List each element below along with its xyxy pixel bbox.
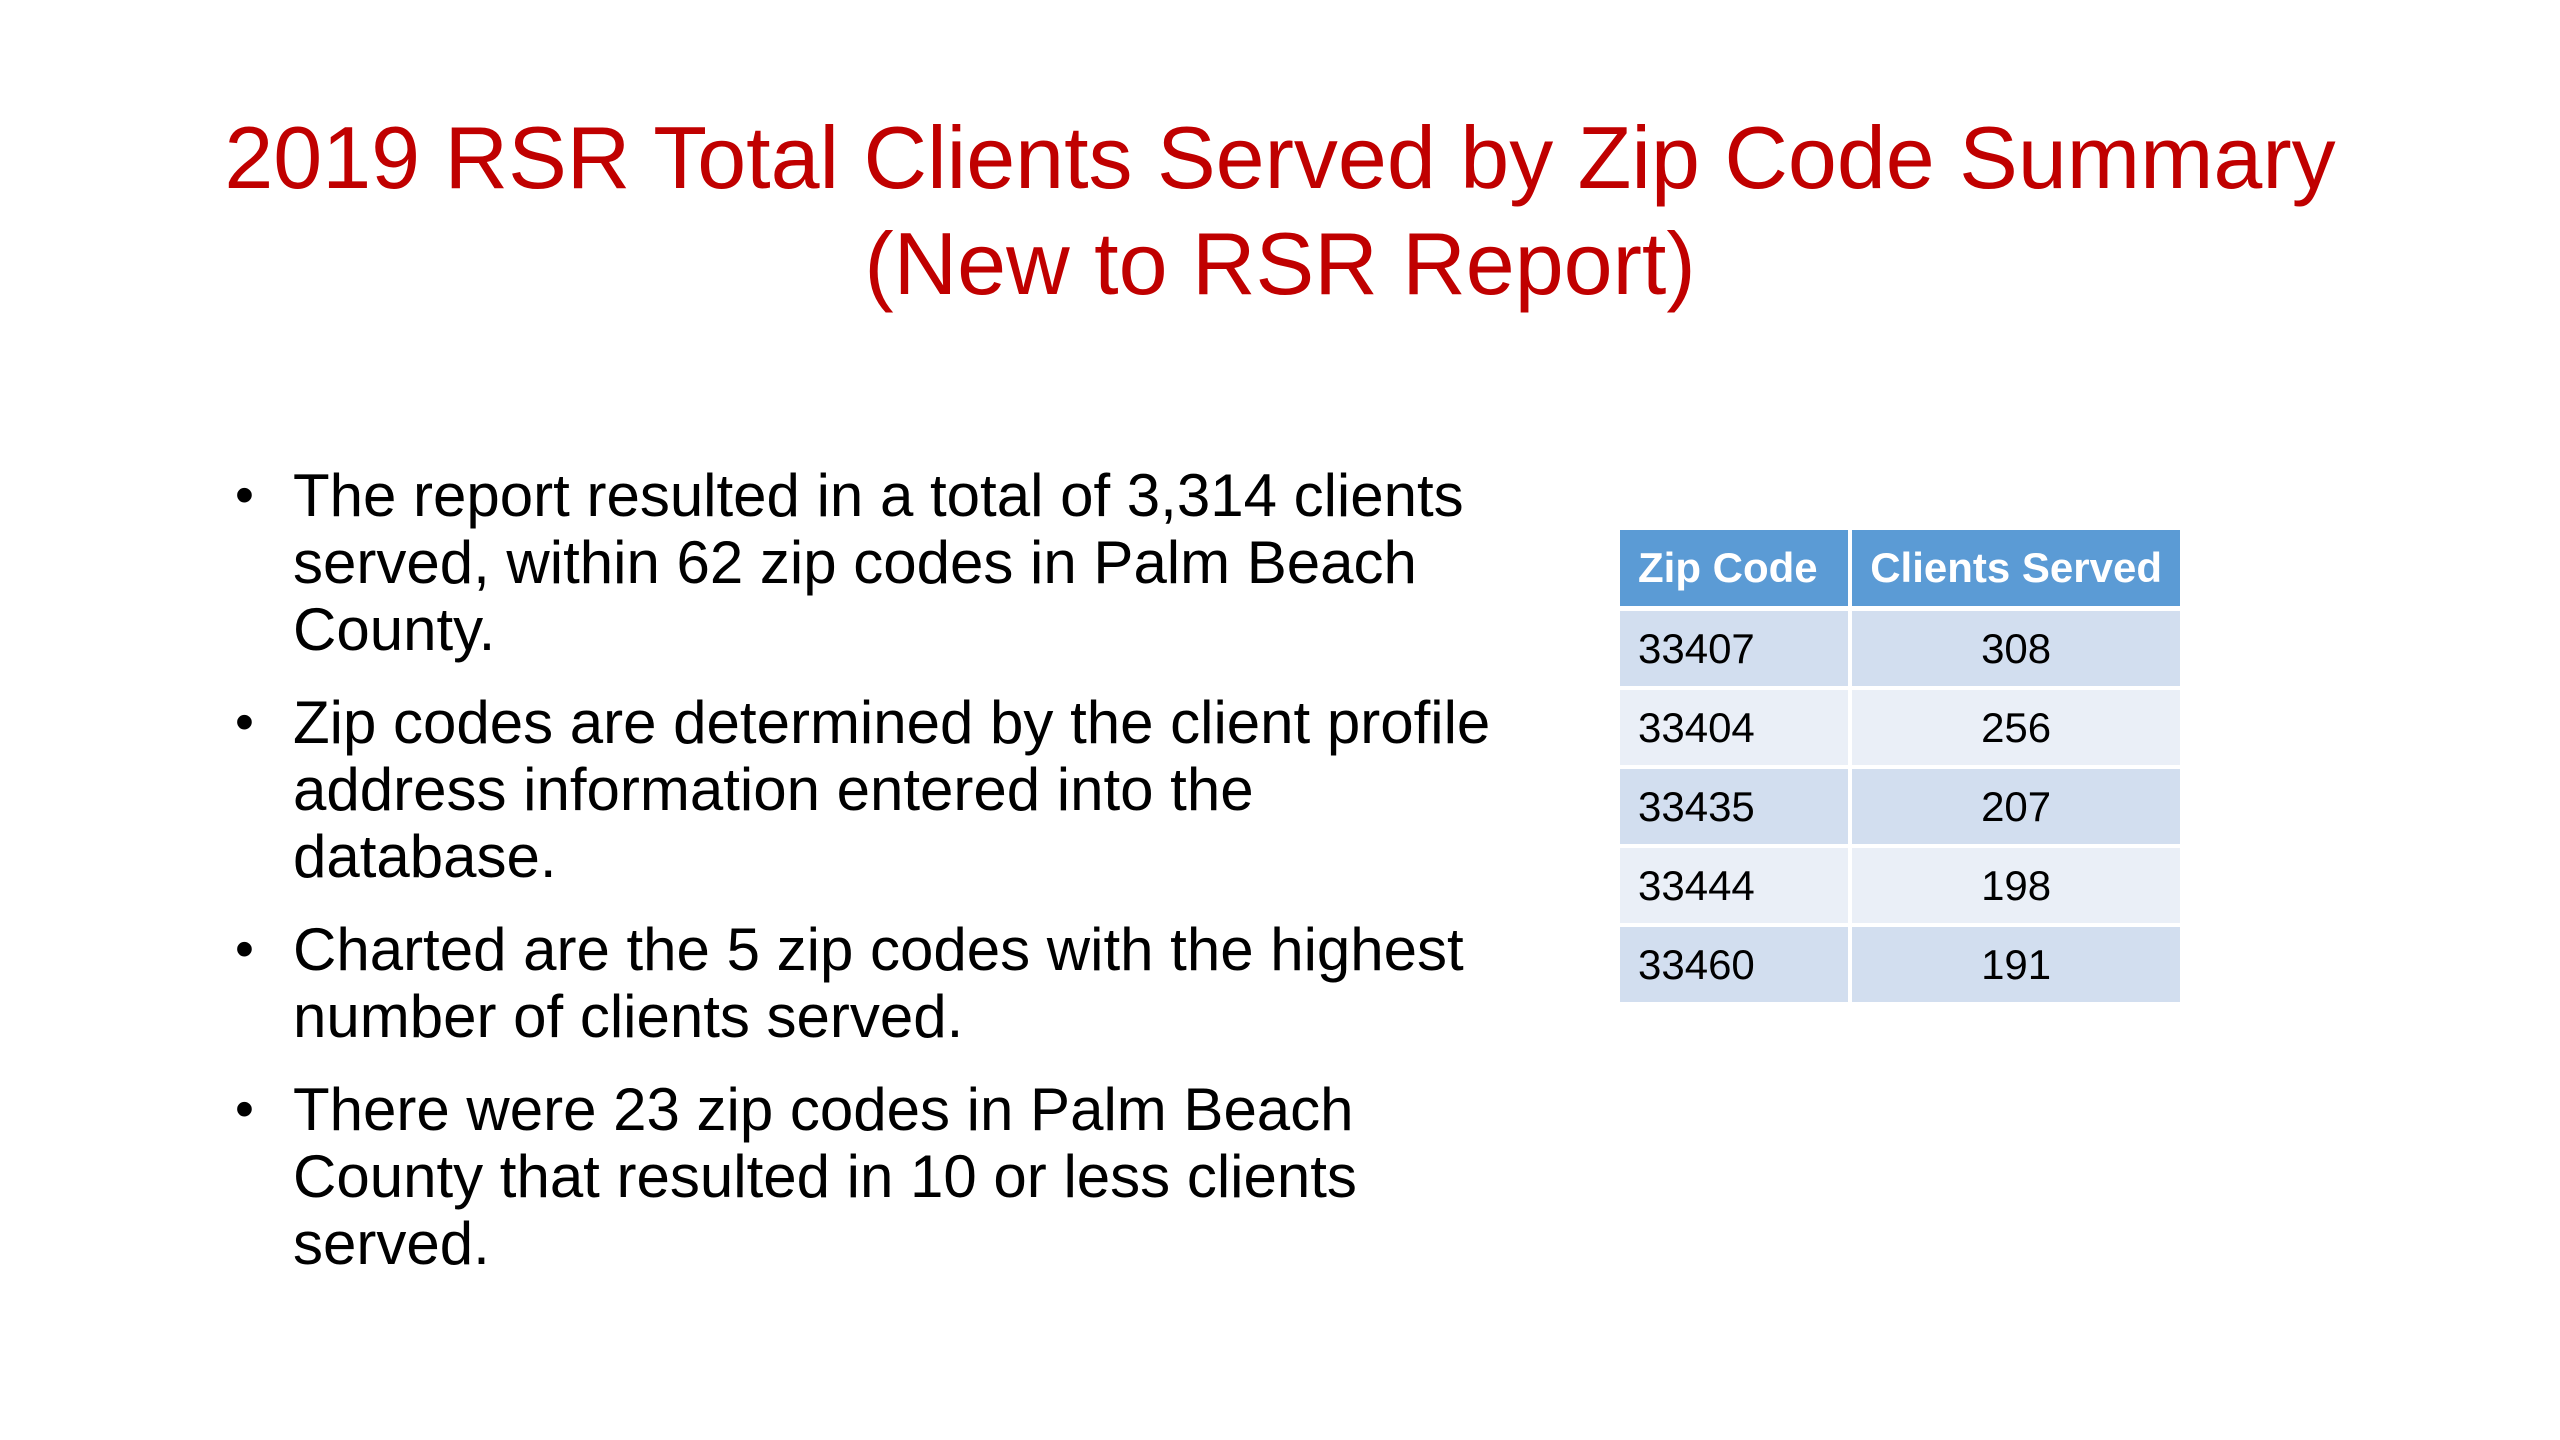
cell-zip-code: 33435 xyxy=(1620,767,1853,848)
bullet-item: • Charted are the 5 zip codes with the h… xyxy=(235,916,1495,1050)
cell-zip-code: 33407 xyxy=(1620,608,1853,690)
bullet-text: Charted are the 5 zip codes with the hig… xyxy=(293,916,1464,1050)
bullet-item: • Zip codes are determined by the client… xyxy=(235,689,1495,890)
table-row: 33460 191 xyxy=(1620,925,2180,1006)
cell-zip-code: 33404 xyxy=(1620,688,1853,769)
slide-title: 2019 RSR Total Clients Served by Zip Cod… xyxy=(200,105,2360,317)
bullet-item: • The report resulted in a total of 3,31… xyxy=(235,462,1495,663)
header-zip-code: Zip Code xyxy=(1620,530,1853,611)
cell-clients-served: 207 xyxy=(1850,767,2180,848)
zip-code-table: Zip Code Clients Served 33407 308 33404 … xyxy=(1620,530,2180,1006)
cell-zip-code: 33460 xyxy=(1620,925,1853,1006)
slide-title-line-1: 2019 RSR Total Clients Served by Zip Cod… xyxy=(224,108,2336,207)
bullet-text: The report resulted in a total of 3,314 … xyxy=(293,462,1464,663)
bullet-dot-icon: • xyxy=(235,1079,254,1139)
cell-clients-served: 256 xyxy=(1850,688,2180,769)
cell-clients-served: 191 xyxy=(1850,925,2180,1006)
table-row: 33404 256 xyxy=(1620,688,2180,769)
table-row: 33435 207 xyxy=(1620,767,2180,848)
table-row: 33444 198 xyxy=(1620,846,2180,927)
bullet-item: • There were 23 zip codes in Palm Beach … xyxy=(235,1076,1495,1277)
header-clients-served: Clients Served xyxy=(1850,530,2180,611)
slide-title-line-2: (New to RSR Report) xyxy=(864,214,1696,313)
cell-clients-served: 198 xyxy=(1850,846,2180,927)
table-row: 33407 308 xyxy=(1620,608,2180,690)
bullet-dot-icon: • xyxy=(235,465,254,525)
cell-zip-code: 33444 xyxy=(1620,846,1853,927)
bullet-text: There were 23 zip codes in Palm Beach Co… xyxy=(293,1076,1357,1277)
table-header-row: Zip Code Clients Served xyxy=(1620,530,2180,611)
bullet-dot-icon: • xyxy=(235,692,254,752)
bullet-list: • The report resulted in a total of 3,31… xyxy=(235,462,1495,1303)
bullet-text: Zip codes are determined by the client p… xyxy=(293,689,1491,890)
cell-clients-served: 308 xyxy=(1850,608,2180,690)
bullet-dot-icon: • xyxy=(235,919,254,979)
